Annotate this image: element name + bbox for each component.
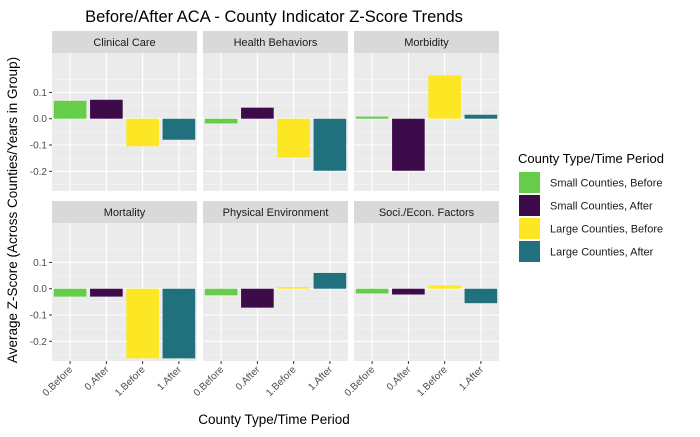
bar-physical-environment-1-after — [313, 272, 347, 289]
facet-panel-clinical-care: Clinical Care 0.1 0.0 -0.1 -0.2 — [30, 31, 197, 191]
x-tick-label: 0.After — [234, 364, 263, 393]
x-tick-label: 0.Before — [41, 364, 76, 399]
facet-strip — [203, 201, 348, 223]
legend: County Type/Time Period Small Counties, … — [518, 151, 664, 262]
bar-clinical-care-0-before — [53, 100, 87, 119]
legend-item-large-counties-after: Large Counties, After — [519, 241, 654, 262]
bar-mortality-1-after — [162, 288, 196, 359]
bar-mortality-1-before — [126, 288, 159, 359]
facet-strip-label: Physical Environment — [223, 207, 329, 219]
facet-strip-label: Morbidity — [404, 37, 449, 49]
bar-health-behaviors-0-after — [241, 107, 274, 119]
x-tick-label: 0.After — [385, 364, 414, 393]
facet-panel-physical-environment: Physical Environment 0.Before 0.After 1.Bef… — [192, 201, 348, 399]
bar-mortality-0-before — [53, 288, 87, 297]
bar-soci-econ-factors-1-after — [464, 288, 498, 304]
panel-background — [354, 53, 499, 191]
y-tick-label: -0.2 — [30, 167, 48, 178]
legend-item-small-counties-before: Small Counties, Before — [519, 172, 663, 193]
y-tick-label: 0.0 — [33, 284, 47, 295]
legend-item-large-counties-before: Large Counties, Before — [519, 218, 663, 239]
x-tick-label: 1.Before — [415, 364, 450, 399]
bar-physical-environment-0-before — [204, 288, 238, 296]
y-axis-label: Average Z-Score (Across Counties/Years i… — [5, 57, 20, 363]
bar-physical-environment-0-after — [241, 288, 274, 308]
legend-label: Large Counties, After — [550, 247, 654, 259]
y-tick-label: -0.2 — [30, 337, 48, 348]
facet-strip — [52, 201, 197, 223]
bar-clinical-care-1-after — [162, 118, 196, 140]
x-tick-label: 0.Before — [192, 364, 227, 399]
legend-swatch — [519, 218, 540, 239]
legend-swatch — [519, 195, 540, 216]
x-tick-label: 1.Before — [113, 364, 148, 399]
bar-soci-econ-factors-0-after — [392, 288, 425, 295]
facet-strip-label: Clinical Care — [93, 37, 155, 49]
facet-panel-soci-econ-factors: Soci./Econ. Factors 0.Before 0.After 1.Befo… — [343, 201, 499, 399]
y-tick-label: 0.1 — [33, 88, 47, 99]
bar-clinical-care-0-after — [90, 99, 123, 119]
bar-mortality-0-after — [90, 288, 123, 297]
legend-label: Small Counties, Before — [550, 178, 663, 190]
facet-strip-label: Soci./Econ. Factors — [379, 207, 475, 219]
facet-panel-health-behaviors: Health Behaviors — [203, 31, 348, 191]
chart-title: Before/After ACA - County Indicator Z-Sc… — [85, 8, 463, 26]
facet-strip — [52, 31, 197, 53]
bar-health-behaviors-1-before — [277, 118, 310, 158]
facet-strip — [203, 31, 348, 53]
bar-morbidity-1-after — [464, 114, 498, 119]
x-axis-label: County Type/Time Period — [198, 412, 350, 427]
bar-morbidity-1-before — [428, 75, 461, 119]
y-tick-label: 0.0 — [33, 114, 47, 125]
bar-health-behaviors-0-before — [204, 118, 238, 124]
bar-health-behaviors-1-after — [313, 118, 347, 171]
x-tick-label: 1.After — [306, 364, 335, 393]
facet-strip — [354, 201, 499, 223]
legend-swatch — [519, 172, 540, 193]
facet-strip — [354, 31, 499, 53]
y-tick-label: 0.1 — [33, 258, 47, 269]
facet-strip-label: Health Behaviors — [234, 37, 318, 49]
x-tick-label: 1.After — [457, 364, 486, 393]
bar-morbidity-0-before — [355, 116, 389, 119]
facet-panels: Clinical Care 0.1 0.0 -0.1 -0.2 Health Behavi… — [30, 31, 499, 399]
bar-physical-environment-1-before — [277, 287, 310, 289]
bar-soci-econ-factors-1-before — [428, 285, 461, 289]
y-tick-label: -0.1 — [30, 141, 48, 152]
legend-label: Small Counties, After — [550, 201, 653, 213]
legend-item-small-counties-after: Small Counties, After — [519, 195, 653, 216]
bar-soci-econ-factors-0-before — [355, 288, 389, 294]
x-tick-label: 0.After — [83, 364, 112, 393]
x-tick-label: 1.After — [155, 364, 184, 393]
legend-label: Large Counties, Before — [550, 224, 663, 236]
bar-morbidity-0-after — [392, 118, 425, 171]
x-tick-label: 1.Before — [264, 364, 299, 399]
facet-strip-label: Mortality — [104, 207, 146, 219]
x-tick-label: 0.Before — [343, 364, 378, 399]
legend-title: County Type/Time Period — [518, 151, 664, 166]
legend-swatch — [519, 241, 540, 262]
bar-clinical-care-1-before — [126, 118, 159, 147]
facet-panel-morbidity: Morbidity — [354, 31, 499, 191]
y-tick-label: -0.1 — [30, 311, 48, 322]
